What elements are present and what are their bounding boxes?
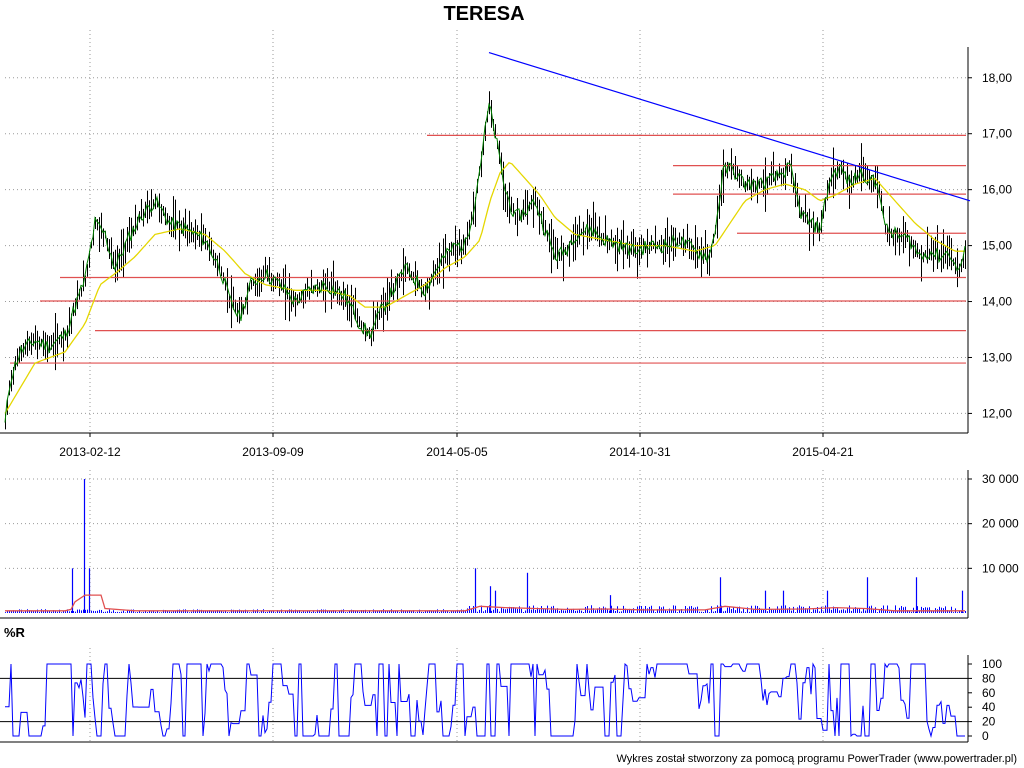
williams-r-line bbox=[5, 662, 965, 738]
moving-average-line bbox=[4, 162, 965, 414]
price-panel: 12,00 13,00 14,00 15,00 16,00 17,00 18,00 2013-… bbox=[0, 30, 1012, 459]
price-tick-label: 14,00 bbox=[982, 295, 1012, 309]
wr-tick-label: 40 bbox=[982, 700, 996, 714]
wr-tick-label: 100 bbox=[982, 657, 1002, 671]
date-tick-label: 2014-05-05 bbox=[426, 445, 488, 459]
volume-tick-label: 30 000 bbox=[982, 472, 1019, 486]
volume-average-line bbox=[5, 594, 965, 612]
chart-title: TERESA bbox=[443, 3, 524, 25]
indicator-label: %R bbox=[4, 625, 26, 640]
price-tick-label: 15,00 bbox=[982, 239, 1012, 253]
date-tick-label: 2014-10-31 bbox=[609, 445, 671, 459]
wr-tick-label: 80 bbox=[982, 671, 996, 685]
price-tick-label: 17,00 bbox=[982, 127, 1012, 141]
date-tick-label: 2013-09-09 bbox=[242, 445, 304, 459]
price-tick-label: 12,00 bbox=[982, 406, 1012, 420]
volume-bars bbox=[5, 479, 966, 613]
wr-tick-label: 20 bbox=[982, 715, 996, 729]
close-price-line bbox=[4, 102, 966, 423]
volume-tick-label: 10 000 bbox=[982, 561, 1019, 575]
trendline bbox=[488, 52, 971, 202]
volume-panel: 10 000 20 000 30 000 bbox=[0, 470, 1019, 619]
price-tick-label: 13,00 bbox=[982, 350, 1012, 364]
footer-credit: Wykres został stworzony za pomocą progra… bbox=[616, 753, 1017, 765]
price-tick-label: 16,00 bbox=[982, 183, 1012, 197]
volume-tick-label: 20 000 bbox=[982, 517, 1019, 531]
wr-tick-label: 60 bbox=[982, 686, 996, 700]
date-tick-label: 2013-02-12 bbox=[59, 445, 121, 459]
date-tick-label: 2015-04-21 bbox=[792, 445, 854, 459]
wr-tick-label: 0 bbox=[982, 729, 989, 743]
price-tick-label: 18,00 bbox=[982, 71, 1012, 85]
ohlc-bars bbox=[5, 91, 966, 430]
